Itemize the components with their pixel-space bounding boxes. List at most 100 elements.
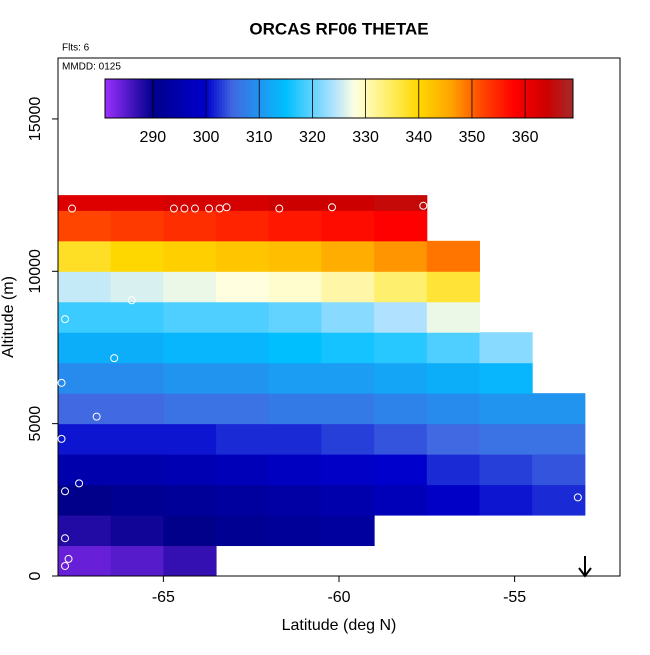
colorbar-swatch — [533, 79, 537, 118]
y-tick-label: 10000 — [27, 249, 44, 294]
colorbar-swatch — [139, 79, 143, 118]
colorbar-swatch — [232, 79, 236, 118]
colorbar-swatch — [160, 79, 164, 118]
colorbar-swatch — [198, 79, 202, 118]
y-axis-label: Altitude (m) — [0, 276, 17, 358]
colorbar-swatch — [240, 79, 244, 118]
colorbar-swatch — [503, 79, 507, 118]
colorbar-swatch — [426, 79, 430, 118]
heatmap-cell — [58, 271, 112, 303]
colorbar-swatch — [490, 79, 494, 118]
flight-point — [573, 493, 582, 502]
heatmap-cell — [58, 362, 112, 394]
colorbar-swatch — [538, 79, 542, 118]
colorbar-swatch — [362, 79, 366, 118]
colorbar-swatch — [211, 79, 215, 118]
colorbar-swatch — [397, 79, 401, 118]
colorbar-swatch — [416, 79, 420, 118]
heatmap-cell — [163, 195, 217, 211]
colorbar-swatch — [126, 79, 130, 118]
heatmap-cell — [268, 423, 322, 455]
flight-point — [61, 534, 70, 543]
colorbar-swatch — [376, 79, 380, 118]
x-axis-label: Latitude (deg N) — [282, 617, 397, 634]
colorbar-swatch — [440, 79, 444, 118]
heatmap-cell — [268, 195, 322, 211]
colorbar-swatch — [410, 79, 414, 118]
colorbar-swatch — [259, 79, 263, 118]
colorbar-tick-label: 350 — [459, 129, 486, 146]
heatmap-cell — [216, 393, 270, 425]
colorbar-swatch — [458, 79, 462, 118]
flight-point — [75, 479, 84, 488]
heatmap-cell — [110, 271, 164, 303]
colorbar-swatch — [432, 79, 436, 118]
heatmap-cell — [321, 271, 375, 303]
heatmap-cell — [163, 240, 217, 272]
colorbar-swatch — [131, 79, 135, 118]
colorbar-swatch — [219, 79, 223, 118]
heatmap-cell — [163, 454, 217, 486]
colorbar-swatch — [509, 79, 513, 118]
heatmap-cell — [58, 454, 112, 486]
colorbar-swatch — [336, 79, 340, 118]
colorbar-swatch — [448, 79, 452, 118]
flight-point — [64, 554, 73, 563]
colorbar-swatch — [147, 79, 151, 118]
colorbar-swatch — [525, 79, 529, 118]
heatmap-cell — [216, 515, 270, 547]
heatmap-cell — [163, 362, 217, 394]
heatmap-cell — [163, 301, 217, 333]
colorbar-swatch — [479, 79, 483, 118]
colorbar-swatch — [237, 79, 242, 118]
heatmap-cell — [426, 301, 480, 333]
flight-point — [61, 561, 70, 570]
colorbar-swatch — [163, 79, 167, 118]
heatmap-cell — [163, 484, 217, 516]
heatmap-cell — [374, 301, 428, 333]
colorbar-swatch — [105, 79, 109, 118]
colorbar-swatch — [549, 79, 553, 118]
heatmap-cell — [532, 454, 586, 486]
heatmap-cell — [374, 484, 428, 516]
heatmap-cell — [58, 423, 112, 455]
colorbar-tick-label: 340 — [405, 129, 432, 146]
colorbar-swatch — [261, 79, 265, 118]
colorbar-swatch — [299, 79, 303, 118]
colorbar-swatch — [307, 79, 311, 118]
heatmap-cell — [163, 393, 217, 425]
colorbar-swatch — [341, 79, 345, 118]
colorbar-swatch — [200, 79, 204, 118]
heatmap-cell — [268, 454, 322, 486]
y-tick-label: 15000 — [27, 97, 44, 142]
colorbar-swatch — [291, 79, 295, 118]
colorbar-tick-label: 330 — [352, 129, 379, 146]
colorbar-swatch — [437, 79, 441, 118]
colorbar-swatch — [288, 79, 292, 118]
colorbar-swatch — [272, 79, 276, 118]
heatmap-cell — [321, 362, 375, 394]
heatmap-cell — [426, 362, 480, 394]
heatmap-cell — [321, 210, 375, 242]
heatmap-cell — [216, 454, 270, 486]
colorbar-swatch — [323, 79, 327, 118]
colorbar-swatch — [570, 79, 574, 118]
colorbar-swatch — [235, 79, 239, 118]
colorbar-swatch — [134, 79, 138, 118]
colorbar-swatch — [469, 79, 473, 118]
colorbar-swatch — [418, 79, 422, 118]
heatmap-cell — [321, 332, 375, 364]
colorbar-swatch — [331, 79, 335, 118]
colorbar-swatch — [128, 79, 132, 118]
heatmap-cell — [374, 271, 428, 303]
colorbar-swatch — [357, 79, 361, 118]
x-tick-label: -65 — [152, 589, 175, 606]
colorbar-swatch — [275, 79, 279, 118]
heatmap-cell — [216, 210, 270, 242]
colorbar-swatch — [187, 79, 191, 118]
colorbar-swatch — [184, 79, 188, 118]
heatmap-cell — [268, 332, 322, 364]
heatmap-cell — [426, 454, 480, 486]
colorbar-swatch — [567, 79, 571, 118]
colorbar-swatch — [203, 79, 207, 118]
